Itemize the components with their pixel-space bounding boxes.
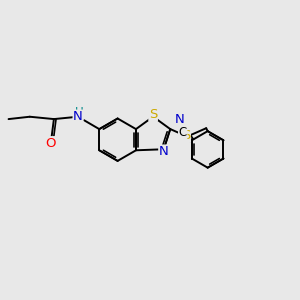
Text: N: N — [159, 145, 169, 158]
Text: S: S — [182, 129, 190, 142]
Text: S: S — [149, 108, 157, 121]
Text: N: N — [73, 110, 83, 123]
Text: O: O — [45, 137, 56, 150]
Text: C: C — [178, 125, 187, 139]
Text: H: H — [75, 106, 84, 119]
Text: N: N — [175, 113, 185, 126]
